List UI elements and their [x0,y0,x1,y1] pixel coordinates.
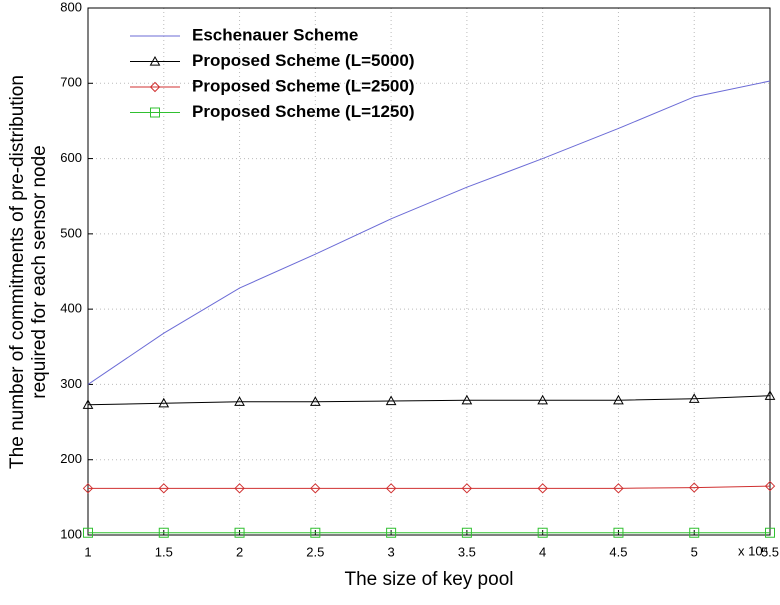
x-tick-label: 3.5 [458,544,476,559]
marker [309,396,321,406]
marker [765,527,775,538]
legend-label: Proposed Scheme (L=2500) [192,76,415,95]
marker [461,527,472,538]
legend-label: Eschenauer Scheme [192,25,358,44]
marker [613,394,624,405]
y-tick-label: 700 [60,75,82,90]
marker [149,81,161,93]
y-tick-label: 500 [60,225,82,240]
x-multiplier: x 10⁴ [738,543,768,558]
y-tick-label: 100 [60,526,82,541]
series-line [88,485,771,489]
series-line [87,395,771,406]
legend-label: Proposed Scheme (L=1250) [192,102,415,121]
x-tick-label: 4.5 [609,544,627,559]
marker [461,483,473,494]
y-tick-label: 600 [60,150,82,165]
marker [83,527,93,538]
x-axis-label: The size of key pool [345,569,514,590]
x-tick-label: 2.5 [306,544,324,559]
marker [158,483,169,494]
marker [310,483,321,494]
marker [613,483,624,494]
marker [764,390,776,400]
marker [150,107,160,118]
x-tick-label: 1 [84,544,91,559]
x-tick-label: 5.5 [761,544,779,559]
legend-label: Proposed Scheme (L=5000) [192,51,415,70]
marker [234,483,245,494]
marker [158,397,170,408]
marker [689,482,700,493]
marker [386,527,397,538]
y-axis-label: required for each sensor node [29,145,50,399]
marker [613,527,624,538]
marker [82,483,94,494]
marker [158,527,169,538]
y-tick-label: 200 [60,451,82,466]
marker [764,480,776,492]
marker [688,393,700,403]
marker [689,527,700,538]
x-tick-label: 4 [539,544,546,559]
marker [234,527,245,538]
plot-frame [87,7,771,536]
x-tick-label: 1.5 [155,544,173,559]
x-tick-label: 2 [236,544,243,559]
marker [461,394,473,405]
x-tick-label: 3 [387,544,394,559]
plot-area [88,8,770,535]
marker [537,483,548,494]
x-tick-label: 5 [691,544,698,559]
marker [310,527,321,538]
marker [82,399,94,409]
y-tick-label: 400 [60,301,82,316]
y-tick-label: 800 [60,0,82,14]
marker [234,396,245,406]
marker [149,55,161,66]
marker [385,395,397,406]
y-axis-label: The number of commitments of pre-distrib… [7,75,28,469]
marker [537,394,549,405]
marker [385,483,397,494]
marker [537,527,548,538]
series-line [87,80,771,385]
y-tick-label: 300 [60,376,82,391]
